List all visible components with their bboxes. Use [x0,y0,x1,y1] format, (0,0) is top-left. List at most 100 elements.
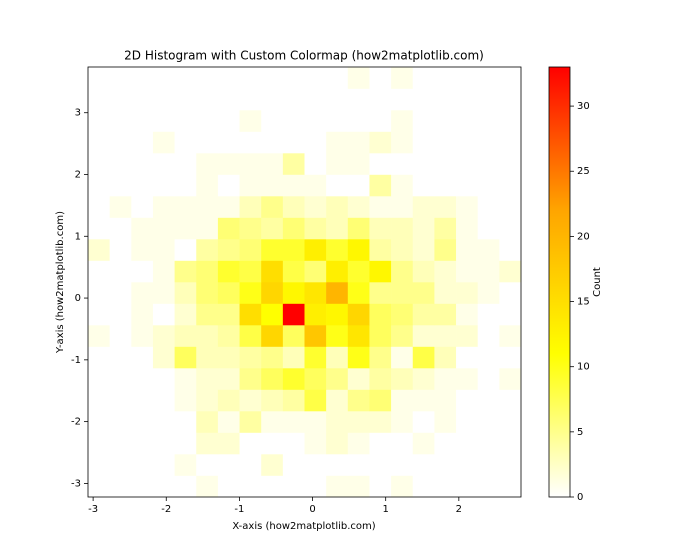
histogram-cell [391,325,414,347]
histogram-cell [326,475,349,498]
histogram-cell [282,346,305,369]
histogram-cell [261,282,284,304]
histogram-cell [174,67,197,89]
histogram-cell [412,131,435,154]
histogram-cell [109,153,132,175]
histogram-cell [152,131,175,154]
histogram-cell [261,368,284,390]
histogram-cell [304,217,327,240]
histogram-cell [109,131,132,154]
chart-title: 2D Histogram with Custom Colormap (how2m… [124,49,484,63]
x-tick-label: -1 [234,504,244,515]
histogram-cell [217,88,240,111]
histogram-cell [412,153,435,175]
histogram-cell [261,411,284,433]
histogram-cell [326,432,349,455]
histogram-cell [391,432,414,455]
histogram-cell [239,303,262,326]
histogram-cell [347,432,370,455]
histogram-cell [239,432,262,455]
histogram-cell [477,475,500,498]
histogram-cell [304,174,327,197]
histogram-cell [239,411,262,433]
histogram-cell [369,88,392,111]
histogram-cell [196,260,219,283]
histogram-cell [239,368,262,390]
histogram-cell [477,131,500,154]
histogram-cell [369,260,392,283]
histogram-cell [152,174,175,197]
histogram-cell [326,368,349,390]
histogram-cell [369,217,392,240]
histogram-cell [131,153,154,175]
histogram-cell [434,131,457,154]
histogram-cell [282,174,305,197]
histogram-cell [499,239,522,261]
histogram-cell [477,217,500,240]
histogram-cell [499,67,522,89]
histogram-cell [304,153,327,175]
histogram-cell [131,110,154,132]
histogram-cell [369,282,392,304]
histogram-cell [261,110,284,132]
histogram-cell [369,325,392,347]
histogram-cell [239,88,262,111]
histogram-cell [88,196,110,218]
histogram-cell [196,282,219,304]
histogram-cell [477,67,500,89]
histogram-cell [347,196,370,218]
histogram-cell [261,131,284,154]
histogram-cell [196,174,219,197]
histogram-cell [282,325,305,347]
histogram-cell [88,303,110,326]
histogram-cell [109,282,132,304]
x-tick-label: 0 [309,504,315,515]
histogram-cell [131,67,154,89]
histogram-cell [109,260,132,283]
histogram-cell [109,88,132,111]
histogram-cell [326,88,349,111]
histogram-cell [174,110,197,132]
histogram-cell [239,475,262,498]
colorbar-tick-label: 25 [577,166,590,177]
histogram-cell [217,67,240,89]
histogram-cell [391,67,414,89]
histogram-cell [391,131,414,154]
histogram-cell [174,325,197,347]
histogram-cell [88,411,110,433]
histogram-cell [412,475,435,498]
histogram-cell [499,282,522,304]
histogram-cell [412,346,435,369]
histogram-cell [456,174,478,197]
histogram-cell [88,260,110,283]
histogram-cell [412,454,435,476]
histogram-cell [109,196,132,218]
histogram-cell [412,239,435,261]
histogram-cell [391,475,414,498]
histogram-cell [282,217,305,240]
histogram-cell [282,67,305,89]
histogram-cell [456,346,478,369]
histogram-cell [347,88,370,111]
histogram-cell [88,239,110,261]
histogram-cell [304,368,327,390]
histogram-cell [152,196,175,218]
histogram-cell [477,454,500,476]
histogram-cell [282,475,305,498]
histogram-cell [369,411,392,433]
histogram-cell [434,454,457,476]
histogram-cell [326,153,349,175]
histogram-cell [196,239,219,261]
histogram-cell [369,346,392,369]
histogram-cell [131,454,154,476]
histogram-cell [347,325,370,347]
histogram-cell [196,67,219,89]
histogram-cell [369,432,392,455]
histogram-cell [369,110,392,132]
histogram-cell [196,411,219,433]
histogram-cell [391,282,414,304]
histogram-cell [347,346,370,369]
histogram-cell [282,432,305,455]
plot-frame [87,66,522,498]
histogram-cell [499,411,522,433]
